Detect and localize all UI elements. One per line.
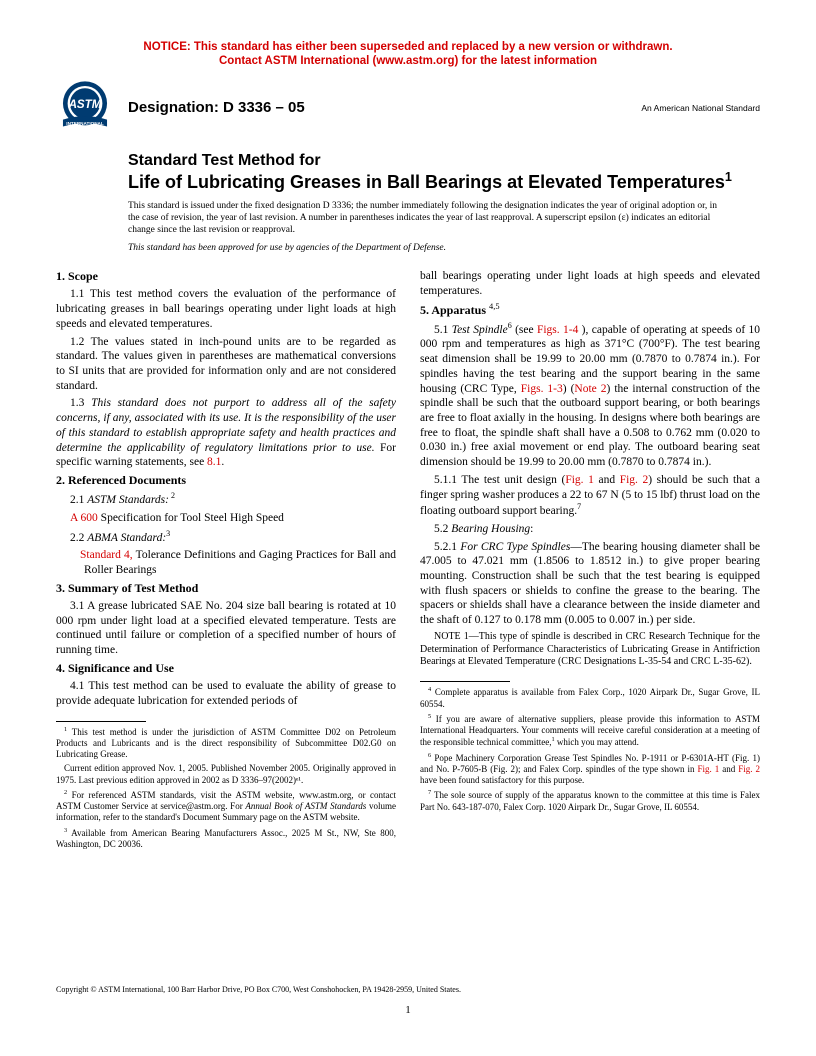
link-fig2b[interactable]: Fig. 2 <box>738 764 760 774</box>
t: ASTM Standards: <box>87 494 169 506</box>
t: ABMA Standard: <box>87 532 166 544</box>
t: (see <box>512 324 537 336</box>
s2-1: 2.1 ASTM Standards: 2 <box>56 491 396 508</box>
title-main: Life of Lubricating Greases in Ball Bear… <box>128 170 760 194</box>
link-fig1b[interactable]: Fig. 1 <box>698 764 720 774</box>
t: ) the internal construction of the spind… <box>420 383 760 469</box>
s2-2: 2.2 ABMA Standard:3 <box>56 529 396 546</box>
copyright: Copyright © ASTM International, 100 Barr… <box>56 985 760 994</box>
notice-banner: NOTICE: This standard has either been su… <box>56 40 760 69</box>
s5-2-1: 5.2.1 For CRC Type Spindles—The bearing … <box>420 540 760 628</box>
astm-logo-icon: ASTM INTERNATIONAL <box>56 79 114 137</box>
link-figs13[interactable]: Figs. 1-3 <box>521 383 563 395</box>
page-number: 1 <box>56 1004 760 1016</box>
link-figs14[interactable]: Figs. 1-4 <box>537 324 578 336</box>
s3-1: 3.1 A grease lubricated SAE No. 204 size… <box>56 599 396 658</box>
dod-note: This standard has been approved for use … <box>128 243 760 253</box>
t: 4,5 <box>489 302 499 311</box>
issue-note: This standard is issued under the fixed … <box>128 201 730 237</box>
title-sup: 1 <box>725 170 732 184</box>
t: 2.1 <box>70 494 87 506</box>
s2-std4: Standard 4, Tolerance Definitions and Ga… <box>70 548 396 577</box>
s1-3: 1.3 This standard does not purport to ad… <box>56 396 396 470</box>
s5-1-1: 5.1.1 The test unit design (Fig. 1 and F… <box>420 473 760 519</box>
svg-text:INTERNATIONAL: INTERNATIONAL <box>66 121 104 126</box>
t: Bearing Housing <box>451 523 530 535</box>
link-note2[interactable]: Note 2 <box>574 383 606 395</box>
t: 1.3 <box>70 397 91 409</box>
fn5: 5 If you are aware of alternative suppli… <box>420 713 760 749</box>
t: Specification for Tool Steel High Speed <box>98 512 284 524</box>
header-row: ASTM INTERNATIONAL Designation: D 3336 –… <box>56 79 760 137</box>
t: 5.2.1 <box>434 541 460 553</box>
t: and <box>594 474 620 486</box>
notice-line1: NOTICE: This standard has either been su… <box>143 41 672 53</box>
t: Test Spindle <box>452 324 508 336</box>
s4-heading: 4. Significance and Use <box>56 661 396 676</box>
s5-heading: 5. Apparatus 4,5 <box>420 302 760 318</box>
s5-2: 5.2 Bearing Housing: <box>420 522 760 537</box>
fn1c: Current edition approved Nov. 1, 2005. P… <box>56 763 396 786</box>
title-text: Life of Lubricating Greases in Ball Bear… <box>128 172 725 192</box>
s4-1: 4.1 This test method can be used to eval… <box>56 679 396 708</box>
t: The sole source of supply of the apparat… <box>420 790 760 811</box>
t: have been found satisfactory for this pu… <box>420 775 584 785</box>
svg-text:ASTM: ASTM <box>68 98 102 111</box>
t: —The bearing housing diameter shall be 4… <box>420 541 760 627</box>
s2-a600: A 600 Specification for Tool Steel High … <box>56 511 396 526</box>
t: 5.2 <box>434 523 451 535</box>
t: 5.1 <box>434 324 452 336</box>
link-fig2[interactable]: Fig. 2 <box>620 474 649 486</box>
t: Available from American Bearing Manufact… <box>56 828 396 849</box>
fn1: 1 This test method is under the jurisdic… <box>56 726 396 761</box>
t: This standard does not purport to addres… <box>56 397 396 453</box>
title-block: Standard Test Method for Life of Lubrica… <box>128 151 760 194</box>
footnote-rule-right <box>420 681 510 682</box>
t: ) ( <box>563 383 575 395</box>
s1-2: 1.2 The values stated in inch-pound unit… <box>56 335 396 394</box>
note1: NOTE 1—This type of spindle is described… <box>420 631 760 669</box>
t: 7 <box>577 502 581 511</box>
notice-line2: Contact ASTM International (www.astm.org… <box>219 55 597 67</box>
s4-1b: ball bearings operating under light load… <box>420 269 760 298</box>
link-std4[interactable]: Standard 4, <box>80 549 133 561</box>
s1-1: 1.1 This test method covers the evaluati… <box>56 287 396 331</box>
t: and <box>719 764 738 774</box>
t: 3 <box>166 529 170 538</box>
fn2: 2 For referenced ASTM standards, visit t… <box>56 789 396 824</box>
link-8-1[interactable]: 8.1 <box>207 456 221 468</box>
ans-label: An American National Standard <box>641 103 760 113</box>
designation: Designation: D 3336 – 05 <box>128 99 641 116</box>
t: NOTE 1— <box>434 631 479 642</box>
s3-heading: 3. Summary of Test Method <box>56 581 396 596</box>
link-a600[interactable]: A 600 <box>70 512 98 524</box>
t: 2 <box>169 491 175 500</box>
link-fig1[interactable]: Fig. 1 <box>565 474 594 486</box>
t: 5. Apparatus <box>420 303 489 317</box>
t: Annual Book of ASTM Standards <box>245 801 366 811</box>
title-prefix: Standard Test Method for <box>128 151 760 170</box>
fn7: 7 The sole source of supply of the appar… <box>420 789 760 813</box>
t: 2.2 <box>70 532 87 544</box>
footnote-rule-left <box>56 721 146 722</box>
t: 5.1.1 The test unit design ( <box>434 474 565 486</box>
t: For CRC Type Spindles <box>460 541 570 553</box>
s2-heading: 2. Referenced Documents <box>56 473 396 488</box>
t: Complete apparatus is available from Fal… <box>420 687 760 708</box>
fn4: 4 Complete apparatus is available from F… <box>420 686 760 710</box>
s1-heading: 1. Scope <box>56 269 396 284</box>
t: which you may attend. <box>555 737 639 747</box>
s5-1: 5.1 Test Spindle6 (see Figs. 1-4 ), capa… <box>420 321 760 470</box>
fn6: 6 Pope Machinery Corporation Grease Test… <box>420 752 760 787</box>
body-columns: 1. Scope 1.1 This test method covers the… <box>56 269 760 971</box>
fn3: 3 Available from American Bearing Manufa… <box>56 827 396 851</box>
t: This test method is under the jurisdicti… <box>56 727 396 760</box>
